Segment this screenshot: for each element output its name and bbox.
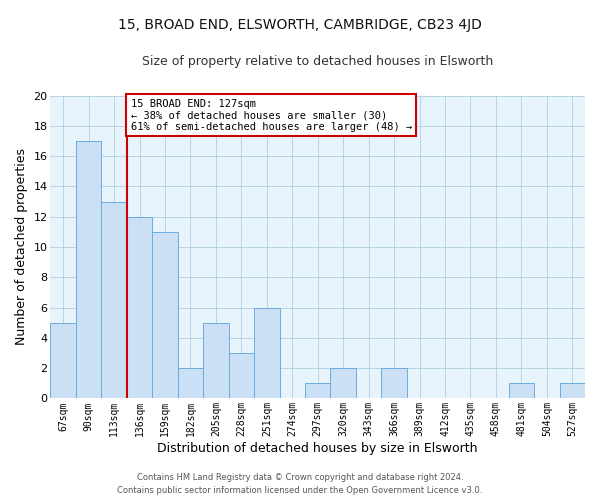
Bar [203,322,229,398]
Bar [305,384,331,398]
Bar [127,216,152,398]
Bar [178,368,203,398]
X-axis label: Distribution of detached houses by size in Elsworth: Distribution of detached houses by size … [157,442,478,455]
Bar [509,384,534,398]
Bar [382,368,407,398]
Text: 15 BROAD END: 127sqm
← 38% of detached houses are smaller (30)
61% of semi-detac: 15 BROAD END: 127sqm ← 38% of detached h… [131,98,412,132]
Bar [560,384,585,398]
Text: 15, BROAD END, ELSWORTH, CAMBRIDGE, CB23 4JD: 15, BROAD END, ELSWORTH, CAMBRIDGE, CB23… [118,18,482,32]
Bar [229,353,254,399]
Bar [101,202,127,398]
Bar [152,232,178,398]
Text: Contains HM Land Registry data © Crown copyright and database right 2024.
Contai: Contains HM Land Registry data © Crown c… [118,474,482,495]
Bar [50,322,76,398]
Bar [331,368,356,398]
Bar [76,141,101,399]
Title: Size of property relative to detached houses in Elsworth: Size of property relative to detached ho… [142,55,493,68]
Bar [254,308,280,398]
Y-axis label: Number of detached properties: Number of detached properties [15,148,28,346]
